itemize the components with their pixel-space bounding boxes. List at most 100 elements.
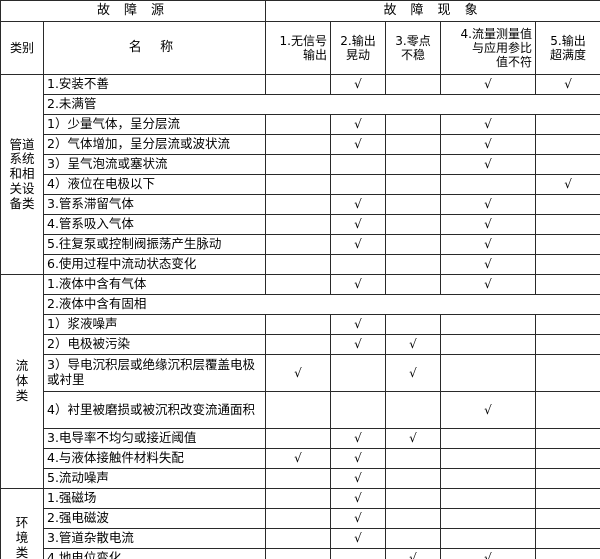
symptom-empty-cell [440,174,536,195]
table-row: 1）少量气体，呈分层流 √ √ [1,114,600,135]
symptom-empty-cell [385,528,441,549]
check-mark-icon: √ [294,365,302,380]
symptom-empty-cell [534,488,600,509]
symptom-empty-cell [265,314,331,335]
check-mark-icon: √ [484,257,492,272]
table-row: 6.使用过程中流动状态变化 √ [1,254,600,275]
check-mark-icon: √ [354,77,362,92]
check-mark-icon: √ [354,137,362,152]
category-label-line: 管道 [9,136,35,152]
category-label-line: 和相 [9,166,35,182]
symptom-check-cell: √ [265,448,331,469]
symptom-empty-cell [385,154,441,175]
fault-source-name-cell: 2）气体增加，呈分层流或波状流 [43,134,266,155]
symptom-empty-cell [385,234,441,255]
fault-source-name-cell: 2）电极被污染 [43,334,266,355]
symptom-check-cell: √ [440,134,536,155]
header-symptom-1-line1: 1.无信号 [279,33,327,48]
table-row: 3）呈气泡流或塞状流 √ [1,154,600,175]
check-mark-icon: √ [354,197,362,212]
table-body: 管道 系统 和相 关设 备类 1.安装不善 √ √ √ 2.未满管 1）少量气体，呈分层流 √ √ 2）气… [0,74,600,559]
symptom-empty-cell [534,314,600,335]
symptom-empty-cell [440,508,536,529]
fault-source-name-cell: 1.液体中含有气体 [43,274,266,295]
check-mark-icon: √ [354,491,362,506]
symptom-empty-cell [330,354,386,392]
header-group-row: 故 障 源 故 障 现 象 [0,0,600,22]
fault-source-name-cell: 3）呈气泡流或塞状流 [43,154,266,175]
header-symptom-4-line3: 值不符 [495,55,532,70]
fault-source-name-cell: 4）衬里被磨损或被沉积改变流通面积 [43,391,266,429]
symptom-empty-cell [265,194,331,215]
symptom-check-cell: √ [440,154,536,175]
symptom-check-cell: √ [330,448,386,469]
symptom-empty-cell [534,448,600,469]
symptom-empty-cell [330,548,386,559]
symptom-empty-cell [330,254,386,275]
symptom-check-cell: √ [440,274,536,295]
symptom-empty-cell [330,174,386,195]
symptom-empty-cell [534,468,600,489]
table-row: 2）电极被污染 √ √ [1,334,600,355]
header-symptom-5-line1: 5.输出 [550,33,586,48]
category-label-line: 环 [15,515,29,531]
table-row: 2.液体中含有固相 [1,294,600,315]
check-mark-icon: √ [484,217,492,232]
category-label-line: 备类 [9,195,35,211]
fault-source-name-cell: 3.管系滞留气体 [43,194,266,215]
table-row: 3.电导率不均匀或接近阈值 √ √ [1,428,600,449]
symptom-empty-cell [440,428,536,449]
check-mark-icon: √ [409,337,417,352]
symptom-check-cell: √ [385,548,441,559]
header-symptom-1: 1.无信号 输出 [265,21,331,75]
category-cell: 管道 系统 和相 关设 备类 [0,74,44,275]
symptom-empty-cell [385,274,441,295]
symptom-empty-cell [385,448,441,469]
category-cell: 流体类 [0,274,44,489]
table-row: 2.未满管 [1,94,600,115]
symptom-check-cell: √ [330,214,386,235]
symptom-empty-cell [265,274,331,295]
check-mark-icon: √ [484,197,492,212]
header-symptom-3-line1: 3.零点 [395,33,431,48]
header-group-fault-symptom: 故 障 现 象 [264,0,600,22]
symptom-check-cell: √ [440,114,536,135]
fault-source-name-cell: 1）浆液噪声 [43,314,266,335]
check-mark-icon: √ [354,217,362,232]
check-mark-icon: √ [354,531,362,546]
fault-source-name-cell: 2.强电磁波 [43,508,266,529]
symptom-empty-cell [265,548,331,559]
symptom-empty-cell [440,354,536,392]
symptom-check-cell: √ [440,391,536,429]
fault-source-name-cell: 1.强磁场 [43,488,266,509]
table-row: 4）衬里被磨损或被沉积改变流通面积 √ [1,391,600,429]
category-label-line: 关设 [9,180,35,196]
header-symptom-3: 3.零点 不稳 [385,21,441,75]
table-row: 流体类 1.液体中含有气体 √ √ [0,274,600,489]
symptom-check-cell: √ [330,334,386,355]
symptom-empty-cell [265,488,331,509]
check-mark-icon: √ [564,177,572,192]
fault-source-name-cell: 3.电导率不均匀或接近阈值 [43,428,266,449]
category-label-line: 流 [15,358,29,374]
check-mark-icon: √ [354,117,362,132]
symptom-empty-cell [440,448,536,469]
header-name: 名 称 [43,21,266,75]
header-group-fault-source: 故 障 源 [0,0,266,22]
fault-source-name-cell: 5.流动噪声 [43,468,266,489]
table-row: 3.管系滞留气体 √ √ [1,194,600,215]
symptom-empty-cell [385,314,441,335]
symptom-empty-cell [440,528,536,549]
symptom-empty-cell [265,254,331,275]
symptom-empty-cell [534,334,600,355]
symptom-check-cell: √ [330,488,386,509]
header-symptom-2-line1: 2.输出 [340,33,376,48]
symptom-check-cell: √ [385,354,441,392]
check-mark-icon: √ [294,451,302,466]
symptom-empty-cell [385,214,441,235]
fault-source-name-cell: 4.与液体接触件材料失配 [43,448,266,469]
symptom-check-cell: √ [534,174,600,195]
fault-source-name-cell: 2.液体中含有固相 [42,294,600,315]
